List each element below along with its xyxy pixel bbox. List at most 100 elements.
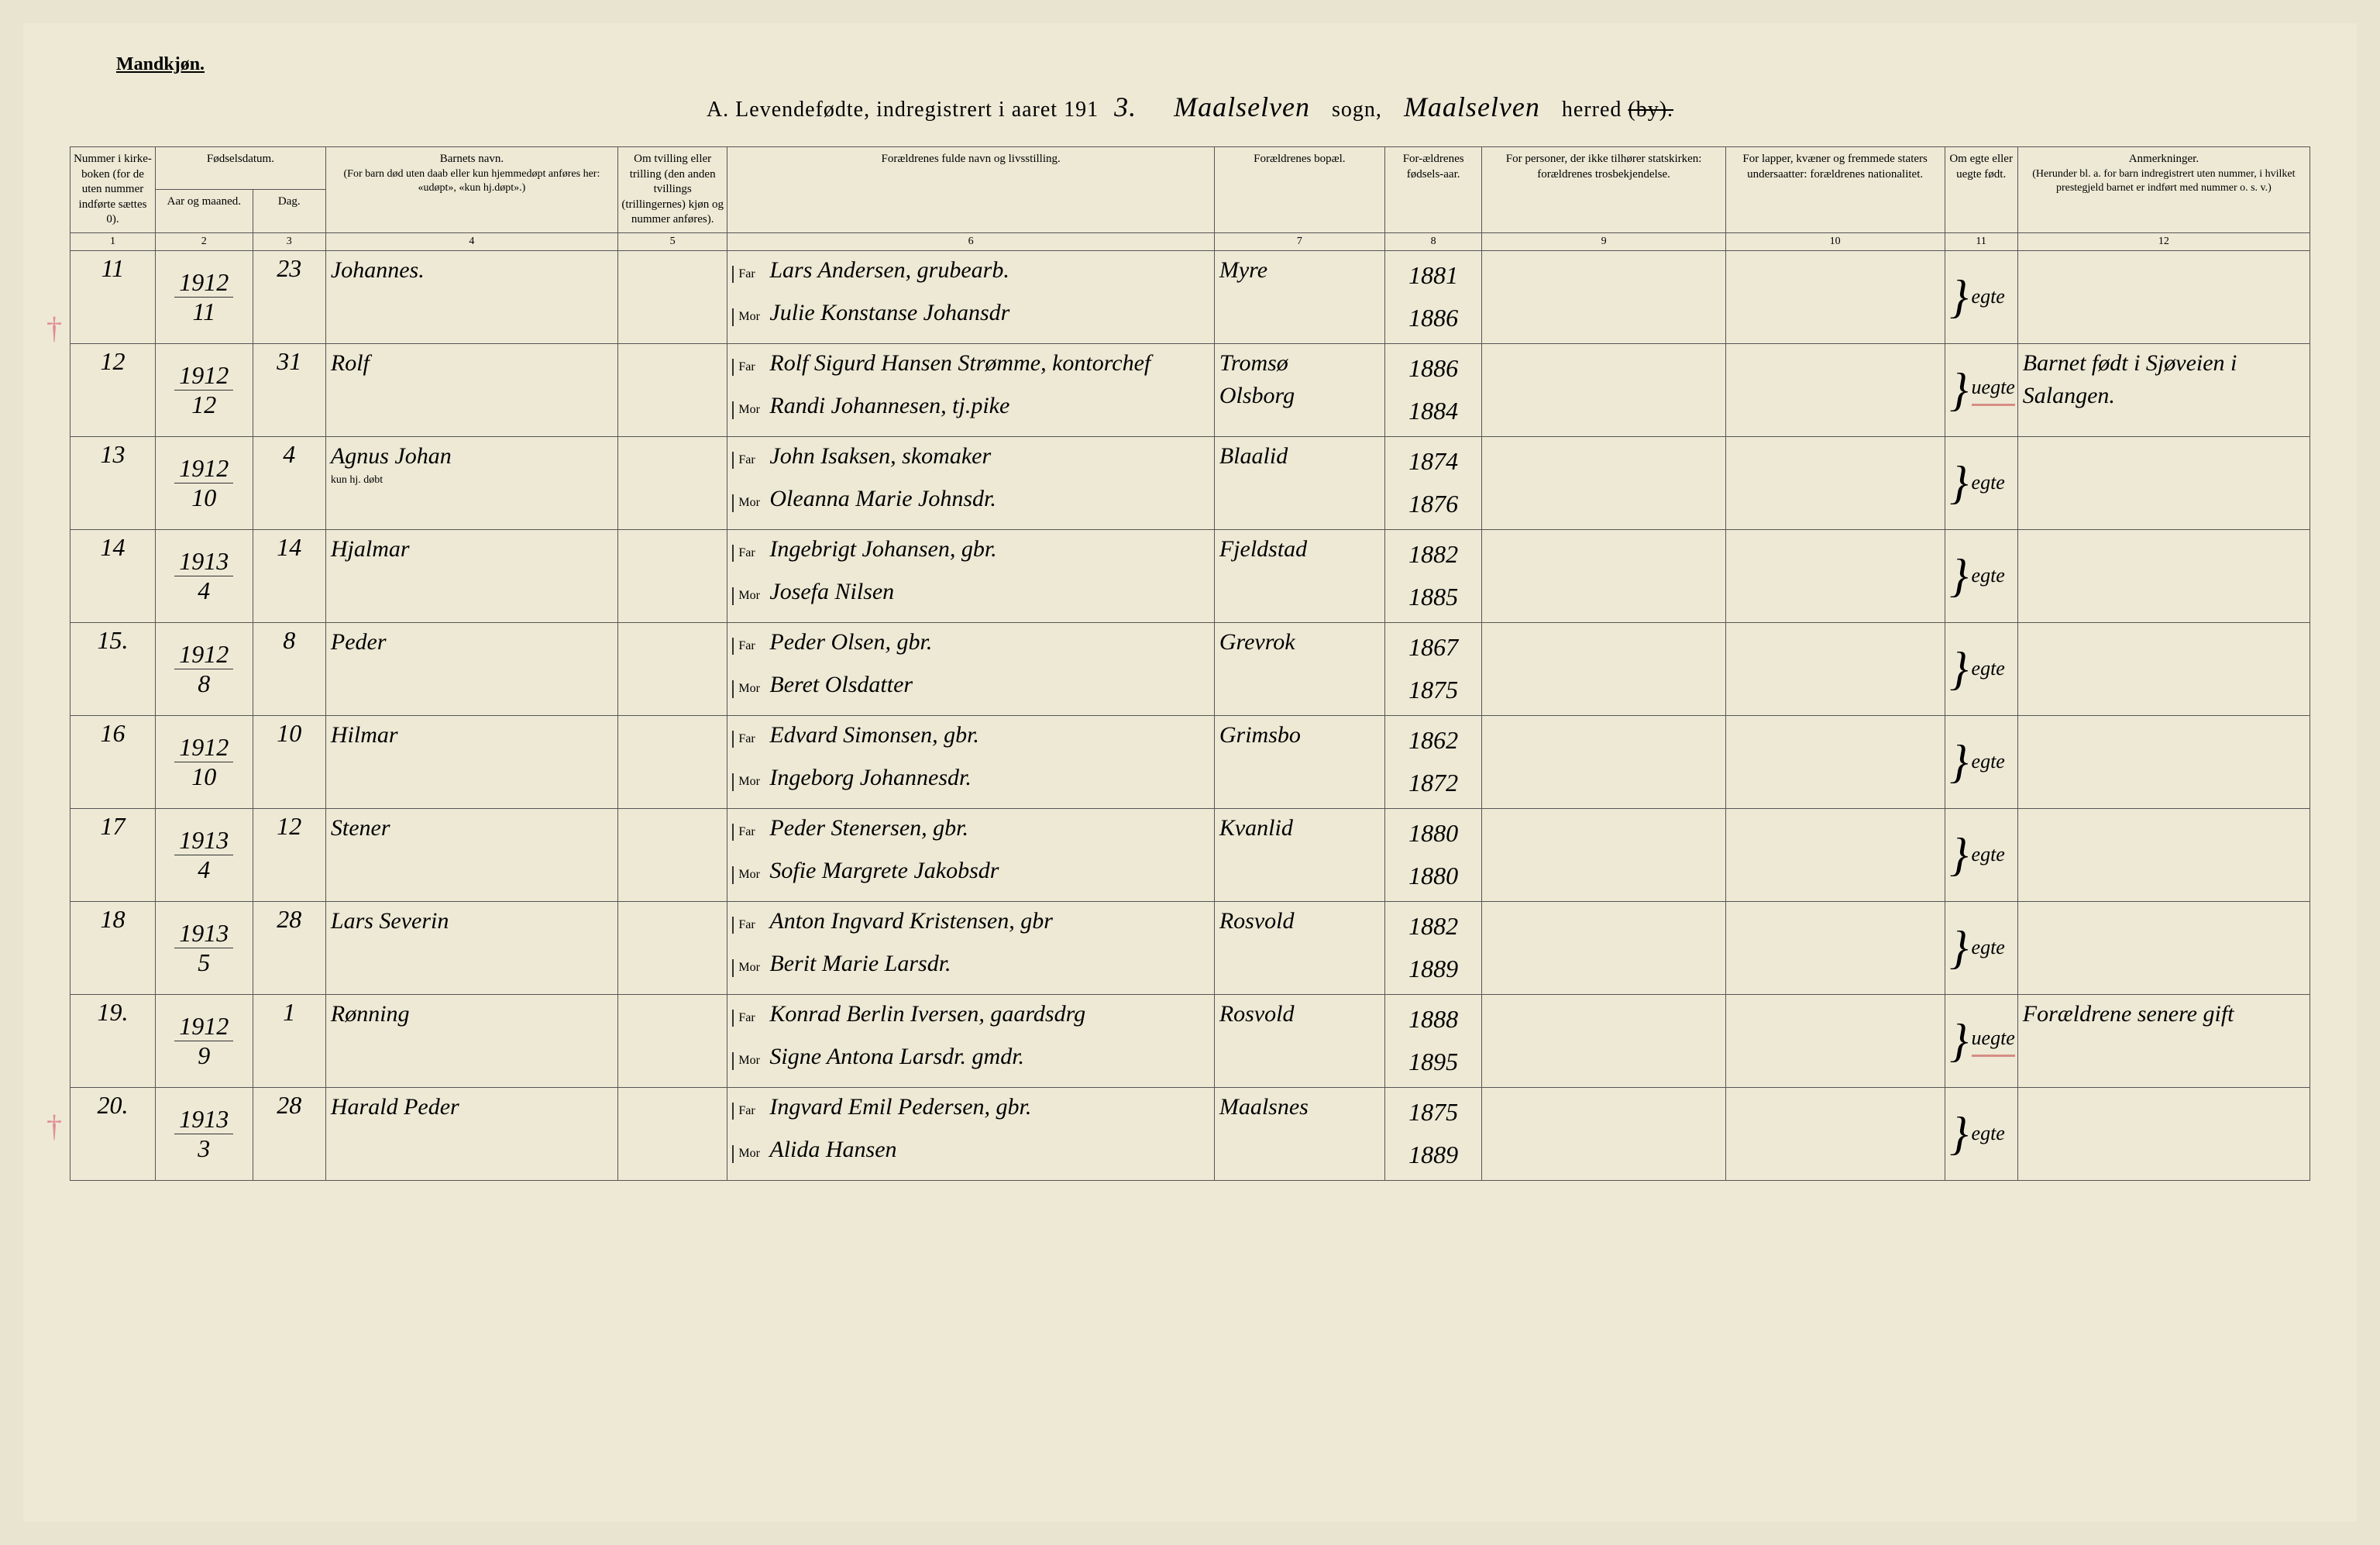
mother-label: Mor xyxy=(732,587,763,604)
mother-label: Mor xyxy=(732,680,763,697)
parents: FarAnton Ingvard Kristensen, gbr MorBeri… xyxy=(727,901,1214,994)
father-name: Anton Ingvard Kristensen, gbr xyxy=(769,905,1053,938)
brace-icon: } xyxy=(1950,1022,1969,1059)
col-header: Forældrenes bopæl. xyxy=(1214,147,1384,233)
col-subtitle: (For barn død uten daab eller kun hjemme… xyxy=(329,167,614,195)
entry-number: 15. xyxy=(71,622,156,715)
brace-icon: } xyxy=(1950,743,1969,780)
parent-birth-years: 1882 1885 xyxy=(1384,529,1482,622)
table-row: 11 191211 23 Johannes. FarLars Andersen,… xyxy=(71,250,2310,343)
father-year: 1888 xyxy=(1390,1005,1477,1034)
father-year: 1880 xyxy=(1390,819,1477,848)
father-year: 1875 xyxy=(1390,1098,1477,1127)
residence: Maalsnes xyxy=(1214,1087,1384,1180)
mother-year: 1895 xyxy=(1390,1048,1477,1076)
col-num: 1 xyxy=(71,232,156,250)
child-name: Hilmar xyxy=(325,715,617,808)
remarks: Forældrene senere gift xyxy=(2017,994,2309,1087)
col-title: Barnets navn. xyxy=(329,152,614,167)
mother-label: Mor xyxy=(732,494,763,511)
birth-day: 10 xyxy=(253,715,325,808)
brace-icon: } xyxy=(1950,650,1969,687)
remarks xyxy=(2017,436,2309,529)
parents: FarPeder Olsen, gbr. MorBeret Olsdatter xyxy=(727,622,1214,715)
table-row: 19. 19129 1 Rønning FarKonrad Berlin Ive… xyxy=(71,994,2310,1087)
col-num: 3 xyxy=(253,232,325,250)
nationality xyxy=(1725,343,1945,436)
mother-name: Ingeborg Johannesdr. xyxy=(769,762,972,794)
father-label: Far xyxy=(732,359,763,376)
remarks xyxy=(2017,529,2309,622)
mother-name: Signe Antona Larsdr. gmdr. xyxy=(769,1041,1024,1073)
col-num: 9 xyxy=(1482,232,1725,250)
table-row: 15. 19128 8 Peder FarPeder Olsen, gbr. M… xyxy=(71,622,2310,715)
birth-day: 12 xyxy=(253,808,325,901)
register-page: † † Mandkjøn. A. Levendefødte, indregist… xyxy=(23,23,2357,1522)
name-subnote: kun hj. døbt xyxy=(331,473,613,488)
religion xyxy=(1482,250,1725,343)
table-row: 12 191212 31 Rolf FarRolf Sigurd Hansen … xyxy=(71,343,2310,436)
mother-year: 1885 xyxy=(1390,583,1477,611)
col-header: Dag. xyxy=(253,190,325,232)
col-num: 2 xyxy=(155,232,253,250)
mother-label: Mor xyxy=(732,959,763,976)
father-label: Far xyxy=(732,731,763,748)
residence: Blaalid xyxy=(1214,436,1384,529)
legitimacy: }egte xyxy=(1945,250,2017,343)
mother-name: Randi Johannesen, tj.pike xyxy=(769,390,1009,422)
legitimacy: }egte xyxy=(1945,436,2017,529)
parent-birth-years: 1888 1895 xyxy=(1384,994,1482,1087)
father-year: 1886 xyxy=(1390,354,1477,383)
entry-number: 18 xyxy=(71,901,156,994)
margin-mark: † xyxy=(46,310,62,346)
page-title: A. Levendefødte, indregistrert i aaret 1… xyxy=(70,91,2310,123)
birth-day: 28 xyxy=(253,901,325,994)
legitimacy-value: egte xyxy=(1972,748,2005,776)
father-year: 1881 xyxy=(1390,261,1477,290)
nationality xyxy=(1725,715,1945,808)
entry-number: 20. xyxy=(71,1087,156,1180)
brace-icon: } xyxy=(1950,278,1969,315)
father-label: Far xyxy=(732,545,763,562)
mother-year: 1875 xyxy=(1390,676,1477,704)
father-year: 1882 xyxy=(1390,540,1477,569)
mother-name: Julie Konstanse Johansdr xyxy=(769,297,1009,329)
father-label: Far xyxy=(732,266,763,283)
gender-heading: Mandkjøn. xyxy=(116,54,2310,75)
legitimacy: }egte xyxy=(1945,622,2017,715)
birth-day: 28 xyxy=(253,1087,325,1180)
residence: Rosvold xyxy=(1214,994,1384,1087)
religion xyxy=(1482,1087,1725,1180)
table-row: 13 191210 4 Agnus Johankun hj. døbt FarJ… xyxy=(71,436,2310,529)
parents: FarKonrad Berlin Iversen, gaardsdrg MorS… xyxy=(727,994,1214,1087)
birth-year-month: 19128 xyxy=(155,622,253,715)
table-row: 18 19135 28 Lars Severin FarAnton Ingvar… xyxy=(71,901,2310,994)
legitimacy-value: uegte xyxy=(1972,373,2015,405)
legitimacy: }uegte xyxy=(1945,994,2017,1087)
religion xyxy=(1482,622,1725,715)
mother-label: Mor xyxy=(732,866,763,883)
birth-day: 4 xyxy=(253,436,325,529)
nationality xyxy=(1725,1087,1945,1180)
birth-day: 1 xyxy=(253,994,325,1087)
religion xyxy=(1482,343,1725,436)
entry-number: 19. xyxy=(71,994,156,1087)
twin-info xyxy=(617,529,727,622)
mother-year: 1889 xyxy=(1390,1141,1477,1169)
nationality xyxy=(1725,250,1945,343)
brace-icon: } xyxy=(1950,836,1969,873)
mother-name: Beret Olsdatter xyxy=(769,669,913,701)
child-name: Johannes. xyxy=(325,250,617,343)
father-label: Far xyxy=(732,638,763,655)
religion xyxy=(1482,901,1725,994)
birth-register-table: Nummer i kirke-boken (for de uten nummer… xyxy=(70,146,2310,1181)
birth-day: 31 xyxy=(253,343,325,436)
entry-number: 14 xyxy=(71,529,156,622)
child-name: Rolf xyxy=(325,343,617,436)
father-year: 1882 xyxy=(1390,912,1477,941)
nationality xyxy=(1725,436,1945,529)
entry-number: 12 xyxy=(71,343,156,436)
parent-birth-years: 1875 1889 xyxy=(1384,1087,1482,1180)
father-name: Edvard Simonsen, gbr. xyxy=(769,719,979,752)
by-struck: (by). xyxy=(1628,98,1673,122)
